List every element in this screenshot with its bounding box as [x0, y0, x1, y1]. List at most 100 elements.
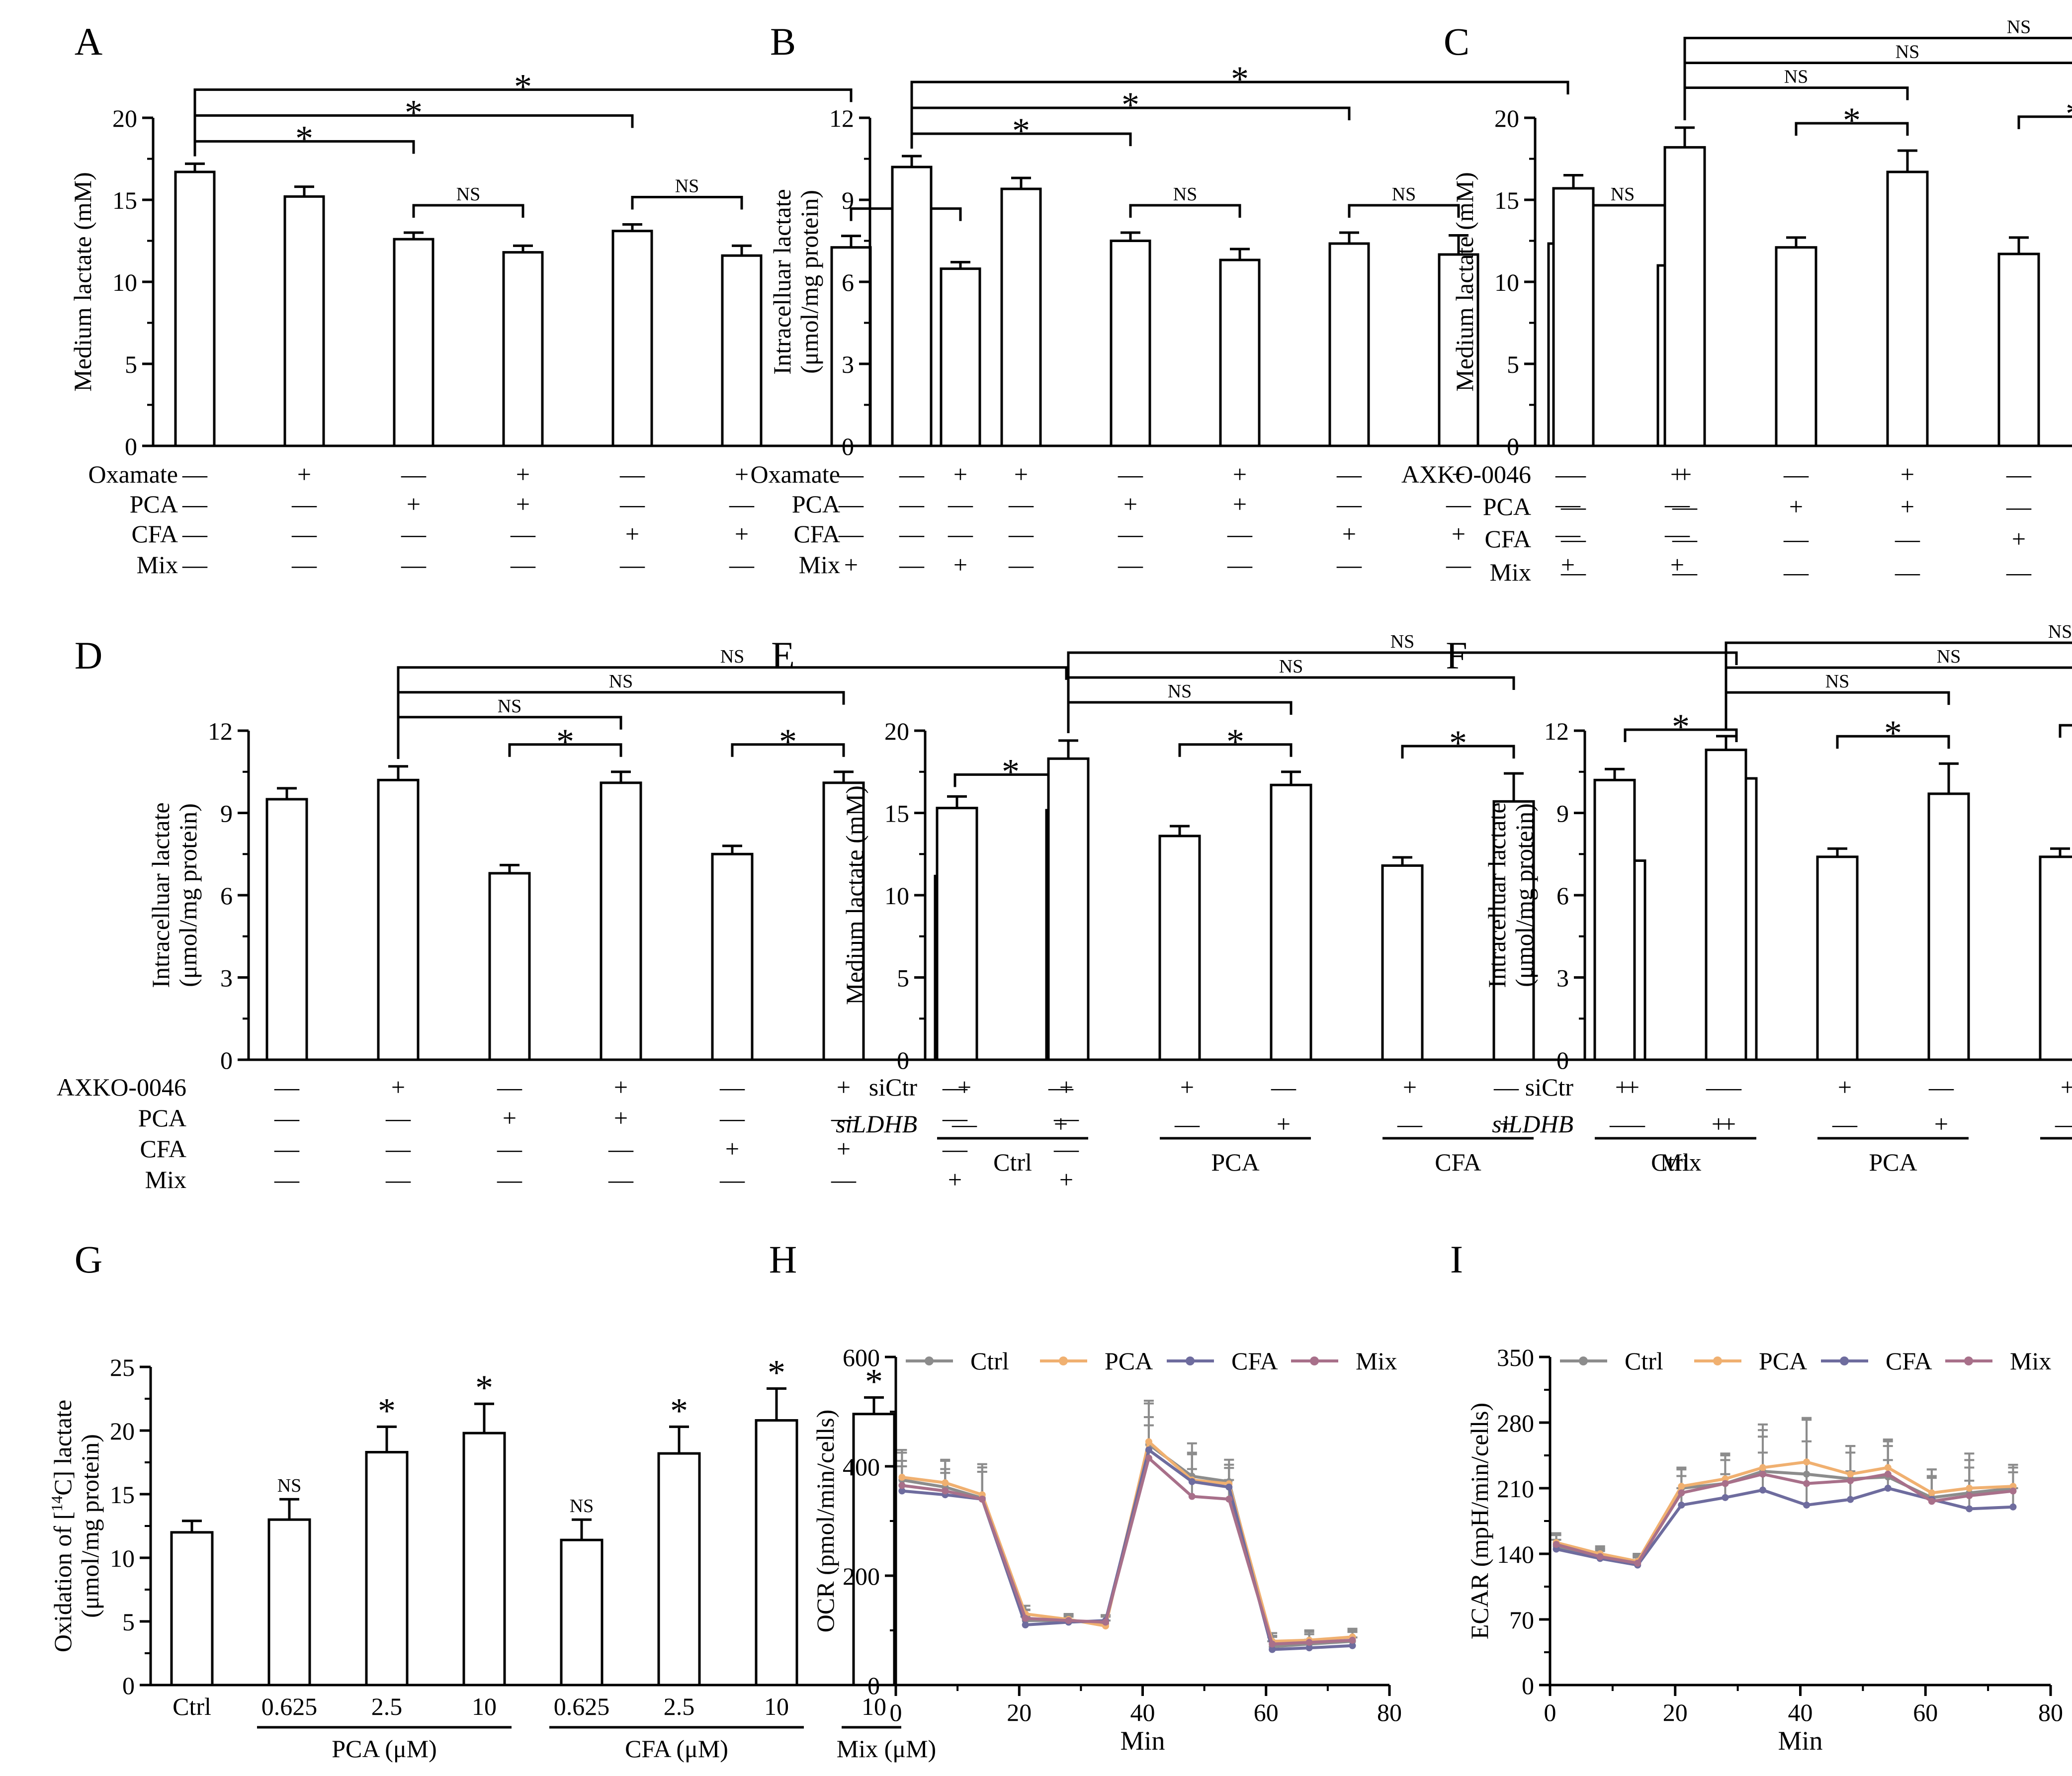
condition-sign: — [291, 520, 317, 548]
y-tick-label: 400 [843, 1453, 880, 1481]
data-point [1269, 1646, 1276, 1653]
data-point [1759, 1470, 1766, 1478]
legend-marker [1310, 1356, 1319, 1365]
condition-sign: + [1722, 1110, 1736, 1138]
condition-sign: — [182, 551, 208, 579]
condition-label: CFA [793, 520, 840, 548]
condition-label: Mix [1490, 558, 1531, 586]
condition-sign: + [953, 551, 967, 579]
condition-sign: — [1227, 551, 1253, 579]
x-tick-label: Ctrl [173, 1692, 211, 1720]
y-tick-label: 20 [112, 104, 137, 132]
data-point [1022, 1614, 1029, 1622]
condition-label: PCA [1483, 493, 1531, 520]
condition-label: AXKO-0046 [1401, 460, 1531, 488]
significance-label: NS [609, 671, 633, 692]
bar [822, 781, 865, 1061]
y-tick-label: 9 [1556, 800, 1569, 828]
condition-sign: + [1233, 490, 1247, 518]
condition-sign: — [1928, 1073, 1954, 1101]
significance-bracket [1836, 735, 1950, 749]
significance-label: * [1449, 723, 1467, 763]
significance-label: * [1884, 713, 1902, 753]
condition-sign: + [503, 1104, 517, 1132]
condition-sign: — [899, 520, 925, 548]
bar [830, 246, 872, 447]
significance-bracket [2017, 115, 2072, 129]
panel-letter: H [769, 1238, 797, 1281]
condition-sign: + [1059, 1073, 1073, 1101]
condition-sign: + [1626, 1073, 1640, 1101]
condition-label: Mix [799, 551, 840, 579]
condition-sign: — [951, 1110, 977, 1138]
group-label: Mix (μM) [837, 1735, 936, 1763]
data-point [1349, 1642, 1356, 1649]
condition-sign: + [1934, 1110, 1948, 1138]
condition-sign: — [510, 551, 536, 579]
bar [377, 778, 420, 1061]
significance-label: NS [456, 184, 481, 205]
significance-label: NS [1896, 42, 1920, 63]
bar [502, 251, 544, 447]
condition-sign: + [735, 520, 749, 548]
significance-label: NS [675, 176, 699, 197]
data-point [1847, 1496, 1854, 1503]
bar [1492, 800, 1535, 1061]
condition-sign: + [614, 1104, 628, 1132]
y-tick-label: 10 [110, 1544, 135, 1572]
condition-sign: — [1336, 551, 1362, 579]
bar [1927, 792, 1970, 1061]
x-axis-label: Min [1120, 1726, 1165, 1756]
bar [891, 166, 933, 447]
y-tick-label: 6 [842, 268, 854, 296]
y-tick-label: 10 [1494, 268, 1519, 296]
condition-sign: — [1832, 1110, 1858, 1138]
condition-label: siLDHB [836, 1110, 917, 1138]
y-tick-label: 70 [1509, 1606, 1534, 1634]
condition-sign: + [725, 1135, 739, 1163]
bar [1047, 757, 1090, 1061]
significance-bracket [1683, 62, 2072, 120]
condition-sign: — [1555, 520, 1581, 548]
significance-label: * [514, 67, 532, 106]
condition-label: siLDHB [1492, 1110, 1573, 1138]
condition-sign: — [608, 1135, 634, 1163]
group-label: Ctrl [993, 1148, 1032, 1176]
legend-marker [1579, 1356, 1588, 1365]
bar [1270, 783, 1312, 1061]
group-label: PCA (μM) [332, 1735, 437, 1763]
panel-h: H 0 200 400 600 OCR (pmol/min/cells) 0 20 40 60 80… [769, 1238, 1402, 1756]
condition-sign: — [1397, 1110, 1423, 1138]
condition-sign: — [291, 490, 317, 518]
data-point [1847, 1470, 1854, 1478]
data-point [1759, 1486, 1766, 1494]
y-tick-label: 0 [842, 432, 854, 460]
condition-sign: — [401, 460, 427, 488]
x-tick-label: 60 [1913, 1698, 1938, 1726]
significance-label: NS [1937, 646, 1961, 667]
condition-sign: — [1446, 490, 1471, 518]
condition-sign: — [1672, 558, 1698, 586]
data-point [1928, 1498, 1935, 1505]
condition-sign: — [729, 490, 755, 518]
condition-sign: — [838, 520, 864, 548]
condition-sign: — [1706, 1073, 1731, 1101]
condition-sign: — [1895, 558, 1920, 586]
legend-label: CFA [1886, 1347, 1932, 1375]
condition-sign: — [719, 1104, 745, 1132]
data-point [942, 1479, 949, 1486]
condition-sign: + [1900, 493, 1914, 520]
bar [1886, 170, 1929, 447]
condition-sign: — [1048, 1073, 1074, 1101]
condition-sign: — [1227, 520, 1253, 548]
condition-sign: — [899, 551, 925, 579]
condition-sign: + [391, 1073, 405, 1101]
significance-label: NS [1392, 184, 1416, 205]
legend-label: PCA [1759, 1347, 1807, 1375]
significance-bracket [1067, 651, 1738, 733]
condition-sign: — [1783, 460, 1809, 488]
condition-sign: + [297, 460, 311, 488]
y-axis-label: Oxidation of [14C] lactate [48, 1400, 77, 1652]
significance-label: NS [1390, 631, 1415, 652]
